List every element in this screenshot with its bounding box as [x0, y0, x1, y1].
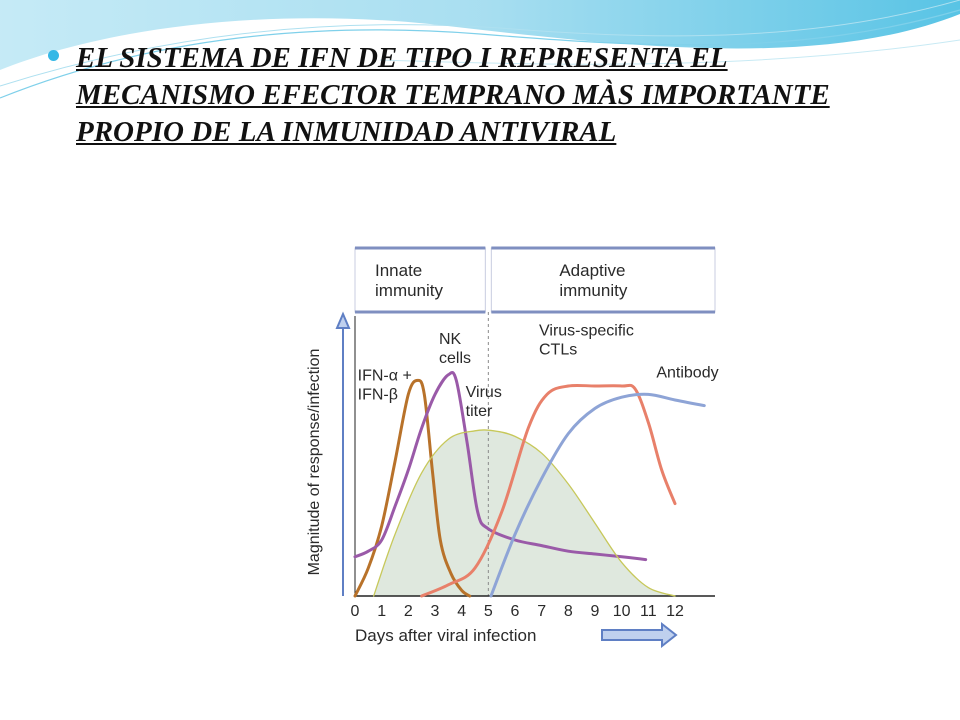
x-tick-label: 6: [511, 603, 520, 620]
series-label-ifn: IFN-β: [358, 386, 398, 403]
x-tick-label: 3: [431, 603, 440, 620]
x-tick-label: 9: [591, 603, 600, 620]
series-label-virus: Virus: [466, 384, 502, 401]
series-line-ifn: [353, 378, 472, 598]
series-line-ctl: [420, 383, 677, 598]
series-line-antibody: [489, 392, 706, 598]
phase-label-line1: Innate: [375, 261, 422, 280]
y-axis-label: Magnitude of response/infection: [306, 349, 323, 576]
x-axis-label: Days after viral infection: [355, 626, 536, 645]
x-tick-label: 7: [537, 603, 546, 620]
series-label-ctl: Virus-specific: [539, 323, 634, 340]
x-tick-label: 1: [377, 603, 386, 620]
y-axis-arrow-icon: [335, 311, 351, 596]
phase-label-line2: immunity: [559, 281, 628, 300]
x-tick-label: 11: [640, 603, 657, 620]
series-label-ctl: CTLs: [539, 342, 577, 359]
series-labels: IFN-α + IFN-β NK cells Virus titer Virus-speci…: [358, 323, 719, 421]
x-tick-label: 5: [484, 603, 493, 620]
x-tick-label: 12: [666, 603, 684, 620]
series-label-ifn: IFN-α +: [358, 367, 412, 384]
phase-box-adaptive: [490, 247, 716, 313]
slide-text-block: EL SISTEMA DE IFN DE TIPO I REPRESENTA E…: [48, 40, 868, 151]
phase-box-innate: [354, 247, 486, 313]
series-lines: [353, 371, 706, 598]
series-line-virus: [373, 429, 676, 597]
x-tick-label: 4: [457, 603, 466, 620]
x-axis-arrow-icon: [601, 621, 678, 648]
series-label-virus: titer: [466, 403, 493, 420]
series-label-nk: NK: [439, 331, 462, 348]
x-tick-label: 2: [404, 603, 413, 620]
phase-label-line1: Adaptive: [559, 261, 625, 280]
x-tick-label: 8: [564, 603, 573, 620]
slide-heading: EL SISTEMA DE IFN DE TIPO I REPRESENTA E…: [76, 42, 830, 148]
phase-label-line2: immunity: [375, 281, 444, 300]
series-line-nk: [353, 371, 648, 562]
x-tick-label: 0: [351, 603, 360, 620]
series-label-antibody: Antibody: [656, 365, 718, 382]
series-label-nk: cells: [439, 350, 471, 367]
bullet-icon: [48, 50, 59, 61]
x-tick-label: 10: [613, 603, 631, 620]
virus-fill-layer: [355, 316, 715, 596]
